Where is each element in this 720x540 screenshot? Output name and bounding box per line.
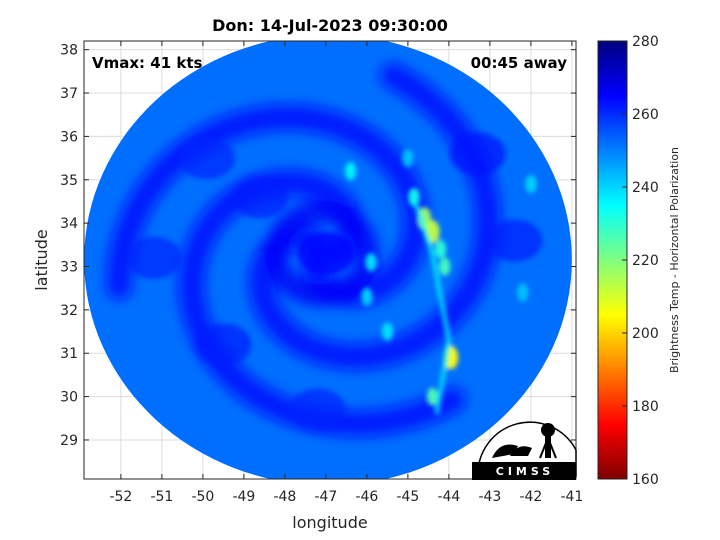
colorbar-label: Brightness Temp - Horizontal Polarizatio…	[668, 147, 681, 373]
chart-title: Don: 14-Jul-2023 09:30:00	[212, 16, 448, 35]
feature-layer	[125, 132, 543, 431]
swath-feature	[289, 388, 346, 431]
y-tick-label: 36	[60, 129, 78, 145]
colorbar-tick-label: 280	[632, 34, 659, 50]
y-tick-label: 33	[60, 260, 78, 276]
vmax-annotation: Vmax: 41 kts	[92, 54, 202, 72]
swath-feature	[525, 175, 537, 194]
swath-group	[84, 41, 572, 479]
x-tick-label: -43	[478, 489, 501, 505]
colorbar-ticks: 160 180 200 220 240 260 280	[622, 34, 659, 488]
x-tick-label: -46	[355, 489, 378, 505]
swath-feature	[439, 257, 451, 276]
x-tick-label: -45	[396, 489, 419, 505]
swath-feature	[125, 236, 182, 279]
swath-feature	[435, 240, 447, 259]
swath-feature	[344, 161, 357, 181]
time-away-annotation: 00:45 away	[471, 54, 568, 72]
y-tick-label: 32	[60, 303, 78, 319]
swath-feature	[402, 148, 414, 168]
swath-feature	[195, 323, 252, 366]
colorbar-tick-label: 180	[632, 399, 659, 415]
x-tick-label: -49	[232, 489, 255, 505]
swath-feature	[179, 137, 235, 180]
y-tick-label: 38	[60, 43, 78, 59]
convective-streak	[409, 191, 452, 415]
swath-feature	[449, 132, 506, 175]
x-tick-label: -52	[109, 489, 132, 505]
y-tick-label: 30	[60, 390, 78, 406]
x-tick-label: -42	[519, 489, 542, 505]
eyewall-band	[264, 200, 379, 307]
axes-border	[83, 40, 577, 480]
colorbar-tick-label: 160	[632, 472, 659, 488]
y-tick-label: 29	[60, 433, 78, 449]
y-tick-label: 31	[60, 346, 78, 362]
x-tick-label: -48	[273, 489, 296, 505]
x-tick-label: -50	[191, 489, 214, 505]
x-tick-label: -47	[314, 489, 337, 505]
colorbar-tick-label: 220	[632, 253, 659, 269]
x-tick-label: -51	[150, 489, 173, 505]
colorbar-tick-label: 200	[632, 326, 659, 342]
y-tick-label: 35	[60, 173, 78, 189]
swath-feature	[426, 387, 439, 406]
logo-text: CIMSS	[496, 465, 554, 478]
swath-feature	[517, 283, 529, 302]
x-axis-label: longitude	[292, 513, 367, 532]
x-tick-label: -44	[437, 489, 460, 505]
cimss-logo: CIMSS	[472, 421, 577, 480]
swath-feature	[297, 232, 354, 275]
colorbar-tick-label: 260	[632, 107, 659, 123]
swath-feature	[486, 219, 543, 262]
x-tick-label: -41	[560, 489, 583, 505]
swath-feature	[381, 322, 393, 341]
swath-feature	[361, 287, 373, 306]
tick-layer: -52 -51 -50 -49 -48 -47 -46 -45 -44 -43 -42 -41 29 30…	[60, 41, 583, 505]
y-tick-label: 34	[60, 216, 78, 232]
y-tick-label: 37	[60, 86, 78, 102]
y-axis-label: latitude	[32, 229, 51, 290]
colorbar-tick-label: 240	[632, 180, 659, 196]
swath-feature	[365, 253, 377, 272]
swath-feature	[232, 176, 289, 219]
